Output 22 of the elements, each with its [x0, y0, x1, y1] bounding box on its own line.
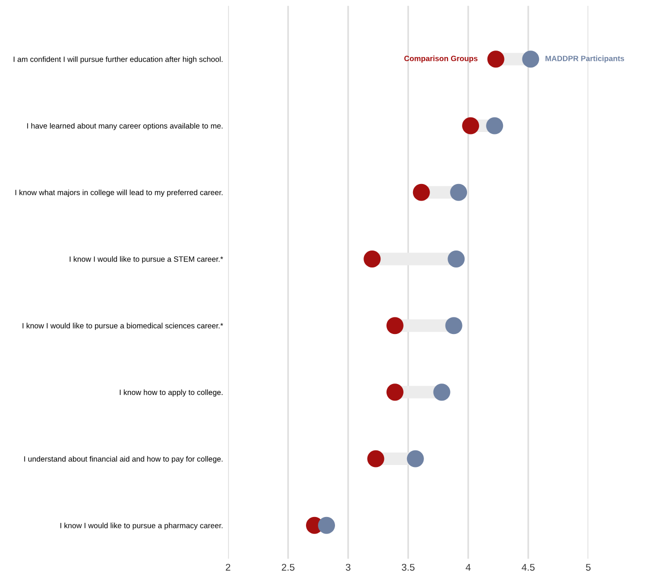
- x-tick-label: 4.5: [522, 564, 535, 571]
- point: [433, 384, 450, 401]
- point: [450, 184, 468, 201]
- x-tick-label: 3.5: [402, 564, 415, 571]
- x-tick-label: 2: [226, 564, 230, 571]
- x-tick-label: 4: [466, 564, 471, 571]
- point: [367, 450, 384, 468]
- point: [462, 117, 480, 134]
- point: [522, 50, 540, 68]
- point: [412, 184, 430, 201]
- x-tick-label: 3: [346, 564, 350, 571]
- point: [318, 516, 336, 534]
- x-tick-label: 2.5: [282, 564, 294, 571]
- point: [386, 317, 404, 334]
- point: [486, 117, 504, 134]
- point: [386, 384, 404, 401]
- point: [364, 250, 381, 268]
- point: [448, 250, 465, 268]
- point: [487, 50, 504, 68]
- x-tick-label: 5: [586, 564, 591, 571]
- point: [445, 317, 462, 334]
- point: [406, 450, 424, 468]
